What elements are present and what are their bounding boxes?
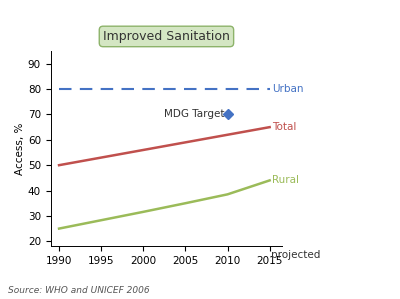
Text: Urban: Urban [272, 84, 304, 94]
Text: Rural: Rural [272, 176, 299, 185]
Text: MDG Target: MDG Target [164, 109, 224, 120]
Y-axis label: Access, %: Access, % [15, 123, 25, 175]
Text: Total: Total [272, 122, 296, 132]
Text: projected: projected [271, 250, 321, 260]
Title: Improved Sanitation: Improved Sanitation [103, 30, 230, 43]
Text: Source: WHO and UNICEF 2006: Source: WHO and UNICEF 2006 [8, 286, 150, 295]
